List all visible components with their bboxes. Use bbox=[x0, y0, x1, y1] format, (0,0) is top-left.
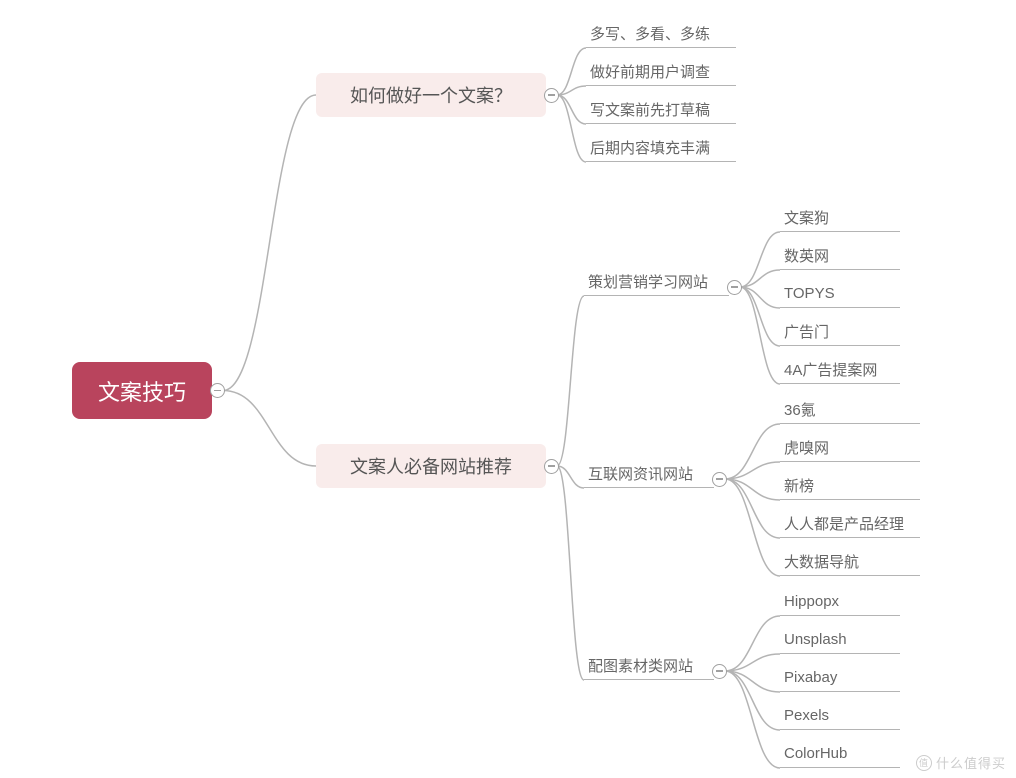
sub-1-1[interactable]: 互联网资讯网站 bbox=[584, 464, 714, 488]
branch-0-toggle[interactable] bbox=[544, 88, 559, 103]
branch-1[interactable]: 文案人必备网站推荐 bbox=[316, 444, 546, 488]
leaf-1-2-4[interactable]: ColorHub bbox=[780, 744, 900, 768]
leaf-1-0-0[interactable]: 文案狗 bbox=[780, 208, 900, 232]
root-node[interactable]: 文案技巧 bbox=[72, 362, 212, 419]
sub-1-2[interactable]: 配图素材类网站 bbox=[584, 656, 714, 680]
leaf-1-0-2[interactable]: TOPYS bbox=[780, 284, 900, 308]
leaf-1-1-1[interactable]: 虎嗅网 bbox=[780, 438, 920, 462]
leaf-1-2-2[interactable]: Pixabay bbox=[780, 668, 900, 692]
leaf-1-1-4[interactable]: 大数据导航 bbox=[780, 552, 920, 576]
branch-0[interactable]: 如何做好一个文案？ bbox=[316, 73, 546, 117]
leaf-1-1-3[interactable]: 人人都是产品经理 bbox=[780, 514, 920, 538]
leaf-1-1-2[interactable]: 新榜 bbox=[780, 476, 920, 500]
leaf-1-2-3[interactable]: Pexels bbox=[780, 706, 900, 730]
watermark: 值什么值得买 bbox=[916, 753, 1006, 772]
leaf-1-0-3[interactable]: 广告门 bbox=[780, 322, 900, 346]
sub-1-1-toggle[interactable] bbox=[712, 472, 727, 487]
sub-1-0-toggle[interactable] bbox=[727, 280, 742, 295]
leaf-0-3[interactable]: 后期内容填充丰满 bbox=[586, 138, 736, 162]
sub-1-2-toggle[interactable] bbox=[712, 664, 727, 679]
root-toggle[interactable] bbox=[210, 383, 225, 398]
branch-1-toggle[interactable] bbox=[544, 459, 559, 474]
sub-1-0[interactable]: 策划营销学习网站 bbox=[584, 272, 729, 296]
leaf-0-2[interactable]: 写文案前先打草稿 bbox=[586, 100, 736, 124]
leaf-1-2-0[interactable]: Hippopx bbox=[780, 592, 900, 616]
leaf-1-0-4[interactable]: 4A广告提案网 bbox=[780, 360, 900, 384]
leaf-0-0[interactable]: 多写、多看、多练 bbox=[586, 24, 736, 48]
leaf-1-0-1[interactable]: 数英网 bbox=[780, 246, 900, 270]
leaf-1-1-0[interactable]: 36氪 bbox=[780, 400, 920, 424]
leaf-0-1[interactable]: 做好前期用户调查 bbox=[586, 62, 736, 86]
leaf-1-2-1[interactable]: Unsplash bbox=[780, 630, 900, 654]
